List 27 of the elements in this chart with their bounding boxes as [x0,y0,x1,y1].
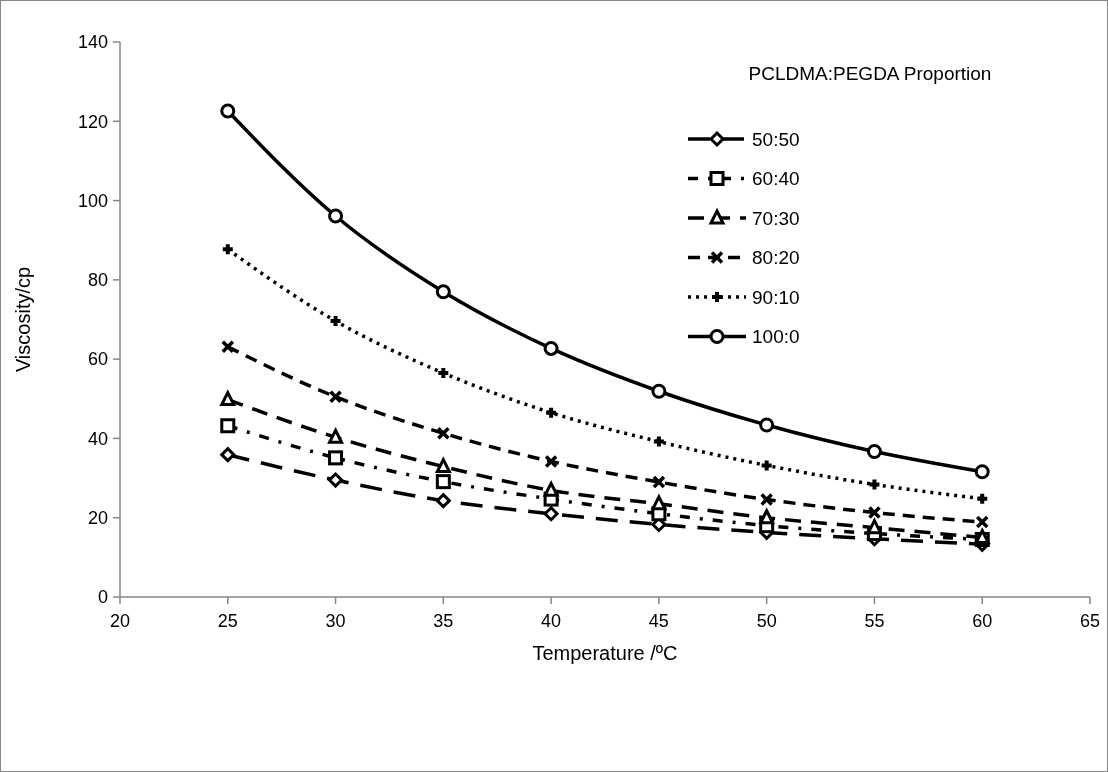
y-tick-label: 60 [87,349,108,370]
y-tick-label: 100 [77,190,108,211]
y-tick-label: 80 [87,270,108,291]
legend-label: 70:30 [752,207,800,229]
y-tick-label: 0 [97,587,108,608]
legend-title: PCLDMA:PEGDA Proportion [748,63,992,84]
x-tick-label: 25 [217,611,238,631]
y-tick-label: 20 [87,508,108,529]
legend-label: 80:20 [752,247,800,269]
legend-label: 50:50 [752,128,800,150]
x-tick-label: 30 [325,611,346,631]
x-tick-label: 60 [972,611,993,631]
x-tick-label: 40 [541,611,562,631]
y-tick-label: 120 [77,111,108,132]
x-tick-label: 45 [648,611,669,631]
x-tick-label: 65 [1079,611,1101,631]
legend-label: 60:40 [752,168,800,190]
legend-label: 90:10 [752,286,800,308]
x-tick-label: 35 [433,611,454,631]
legend-label: 100:0 [752,326,800,348]
x-axis-title: Temperature /ºC [532,642,678,664]
x-tick-label: 50 [756,611,777,631]
y-axis-title: Viscosity/cp [12,266,34,373]
y-tick-label: 140 [77,32,108,53]
x-tick-label: 20 [109,611,131,631]
x-tick-label: 55 [864,611,885,631]
y-tick-label: 40 [87,428,108,449]
